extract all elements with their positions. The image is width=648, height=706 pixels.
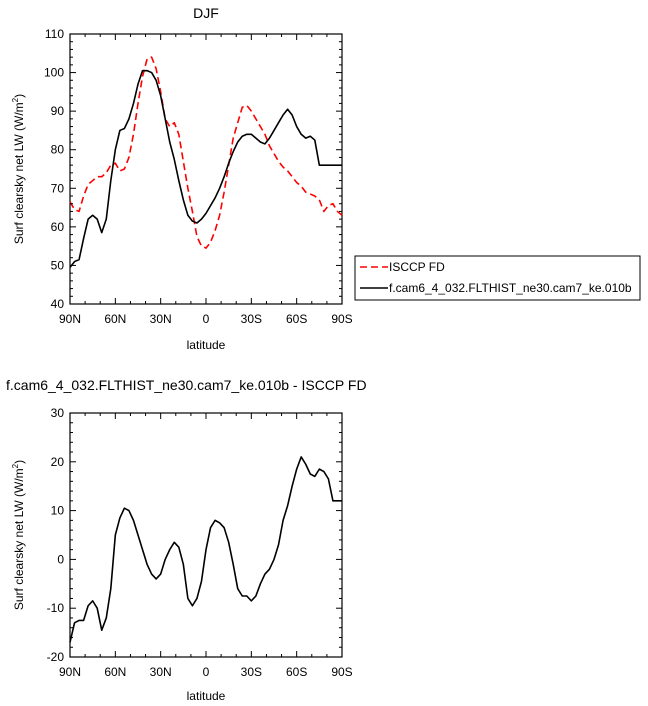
chart-bottom-plot-area: 90N 60N 30N 0 30S 60S 90S -20 -10 0 10 20 30 <box>47 406 353 679</box>
chart-bottom-x-tick-label: 30N <box>150 665 172 679</box>
chart-top: DJF 90N 60N 30N 0 30S 60S 90S 40 50 60 70 80 90 100 1… <box>11 5 641 352</box>
chart-bottom-frame <box>69 412 343 658</box>
chart-top-x-tick-label: 60S <box>286 312 307 326</box>
chart-top-y-tick-label: 100 <box>44 66 64 80</box>
chart-bottom-x-tick-label: 60S <box>286 665 307 679</box>
chart-bottom-x-tick-label: 90N <box>59 665 81 679</box>
chart-top-legend: ISCCP FD f.cam6_4_032.FLTHIST_ne30.cam7_… <box>354 255 641 301</box>
chart-top-y-tick-label: 40 <box>51 297 65 311</box>
chart-top-y-tick-label: 110 <box>45 27 64 41</box>
chart-top-x-axis-title: latitude <box>187 338 226 352</box>
chart-top-x-tick-label: 60N <box>104 312 126 326</box>
chart-bottom-x-tick-label: 60N <box>104 665 126 679</box>
chart-top-series-line-1 <box>69 69 342 268</box>
chart-bottom: f.cam6_4_032.FLTHIST_ne30.cam7_ke.010b -… <box>6 377 367 703</box>
chart-top-plot-area: 90N 60N 30N 0 30S 60S 90S 40 50 60 70 80 90 100 110 <box>44 27 353 326</box>
chart-top-y-tick-label: 90 <box>51 104 65 118</box>
chart-top-y-tick-label: 70 <box>51 181 65 195</box>
chart-top-x-tick-label: 90N <box>59 312 81 326</box>
chart-bottom-y-tick-label: 10 <box>51 504 65 518</box>
chart-bottom-x-tick-label: 90S <box>331 665 352 679</box>
chart-top-x-tick-label: 30N <box>150 312 172 326</box>
chart-bottom-x-axis-title: latitude <box>187 689 226 703</box>
legend-box <box>354 255 641 301</box>
legend-label-isccp: ISCCP FD <box>389 260 445 274</box>
chart-bottom-y-axis-title: Surf clearsky net LW (W/m2) <box>11 460 26 610</box>
legend-item-model: f.cam6_4_032.FLTHIST_ne30.cam7_ke.010b <box>360 281 632 295</box>
chart-bottom-y-tick-label: 20 <box>51 455 65 469</box>
chart-bottom-x-tick-label: 30S <box>241 665 262 679</box>
chart-bottom-y-tick-label: 30 <box>51 406 65 420</box>
chart-top-title: DJF <box>193 5 219 21</box>
chart-top-y-tick-label: 60 <box>51 220 65 234</box>
chart-bottom-x-tick-label: 0 <box>203 665 210 679</box>
chart-bottom-y-tick-label: 0 <box>57 552 64 566</box>
chart-top-y-axis-title: Surf clearsky net LW (W/m2) <box>11 94 26 244</box>
chart-bottom-y-tick-label: -10 <box>47 601 65 615</box>
chart-top-frame <box>69 33 343 305</box>
chart-bottom-title: f.cam6_4_032.FLTHIST_ne30.cam7_ke.010b -… <box>6 377 367 393</box>
chart-top-series-line-0 <box>69 56 343 249</box>
chart-bottom-series-line-0 <box>69 456 342 643</box>
legend-item-isccp: ISCCP FD <box>360 260 445 274</box>
chart-top-y-tick-label: 80 <box>51 143 65 157</box>
chart-top-y-tick-label: 50 <box>51 258 65 272</box>
chart-top-x-tick-label: 30S <box>241 312 262 326</box>
chart-top-x-tick-label: 0 <box>203 312 210 326</box>
legend-label-model: f.cam6_4_032.FLTHIST_ne30.cam7_ke.010b <box>389 281 632 295</box>
chart-bottom-y-tick-label: -20 <box>47 650 65 664</box>
chart-top-x-tick-label: 90S <box>331 312 352 326</box>
